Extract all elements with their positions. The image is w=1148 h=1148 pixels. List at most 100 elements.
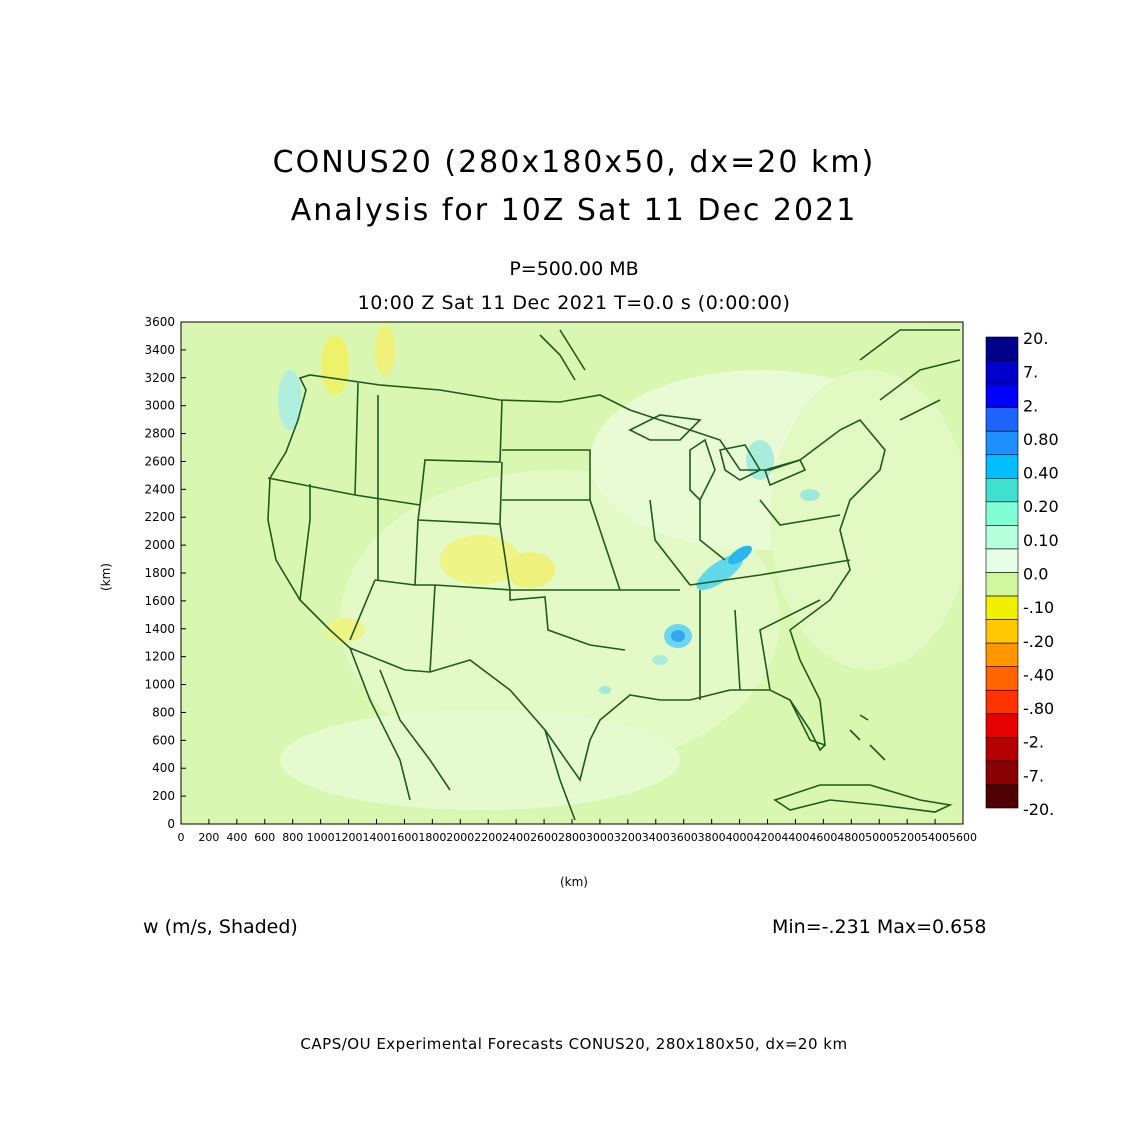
x-tick-label: 4200 <box>754 831 782 844</box>
colorbar-label: 7. <box>1023 363 1038 382</box>
colorbar-swatch <box>985 407 1019 432</box>
x-tick-label: 4800 <box>837 831 865 844</box>
x-tick-label: 3200 <box>614 831 642 844</box>
great-lakes <box>628 414 807 502</box>
colorbar-swatch <box>985 336 1019 361</box>
y-tick-label: 2800 <box>144 427 175 441</box>
shaded-field <box>278 325 963 810</box>
y-tick-label: 800 <box>152 705 175 719</box>
state-lines <box>267 382 851 700</box>
x-tick-label: 5200 <box>893 831 921 844</box>
colorbar-swatch <box>985 477 1019 503</box>
footer-credit: CAPS/OU Experimental Forecasts CONUS20, … <box>300 1035 848 1053</box>
x-tick-label: 3800 <box>698 831 726 844</box>
y-tick-label: 1600 <box>144 594 175 608</box>
x-tick-label: 600 <box>254 831 275 844</box>
y-tick-label: 200 <box>152 789 175 803</box>
x-tick-label: 4400 <box>781 831 809 844</box>
y-axis-ticks: 0 200 400 600 800 1000 1200 1400 1600 1800 2000 220… <box>144 315 186 831</box>
colorbar-swatch <box>985 713 1019 738</box>
field-light-patch <box>770 370 963 670</box>
x-tick-label: 400 <box>226 831 247 844</box>
colorbar-swatch <box>985 572 1019 597</box>
plot-subtitle: Analysis for 10Z Sat 11 Dec 2021 <box>290 193 858 228</box>
y-axis-label: (km) <box>99 562 114 592</box>
variable-label: w (m/s, Shaded) <box>143 916 298 938</box>
x-tick-label: 1000 <box>307 831 335 844</box>
field-positive-patch <box>652 655 668 665</box>
y-tick-label: 600 <box>152 733 175 747</box>
y-tick-label: 1800 <box>144 566 175 580</box>
x-tick-label: 2000 <box>446 831 474 844</box>
colorbar-label: -.40 <box>1023 665 1054 684</box>
x-tick-label: 4600 <box>809 831 837 844</box>
colorbar-label: -20. <box>1023 800 1054 819</box>
x-tick-label: 1800 <box>418 831 446 844</box>
x-axis-ticks: 0 200 400 600 800 1000 1200 1400 1600 1800 2000 220… <box>178 819 977 844</box>
y-tick-label: 1200 <box>144 650 175 664</box>
field-positive-patch <box>671 630 685 642</box>
colorbar-label: 20. <box>1023 329 1048 348</box>
colorbar-label: 0.80 <box>1023 430 1059 449</box>
y-tick-label: 3600 <box>144 315 175 329</box>
x-tick-label: 4000 <box>726 831 754 844</box>
x-tick-label: 5400 <box>921 831 949 844</box>
x-tick-label: 5600 <box>949 831 977 844</box>
field-positive-patch <box>746 440 774 480</box>
field-positive-patch <box>278 370 302 430</box>
y-tick-label: 2000 <box>144 538 175 552</box>
x-tick-label: 0 <box>178 831 185 844</box>
x-tick-label: 2800 <box>558 831 586 844</box>
pressure-level: P=500.00 MB <box>509 258 639 280</box>
colorbar-swatch <box>985 454 1019 479</box>
y-tick-label: 3000 <box>144 399 175 413</box>
x-tick-label: 1600 <box>390 831 418 844</box>
colorbar: 20. 7. 2. 0.80 0.40 0.20 0.10 0.0 -.10 -.20 -.40 -.… <box>985 329 1059 819</box>
y-tick-label: 3200 <box>144 371 175 385</box>
colorbar-swatch <box>985 548 1019 573</box>
field-light-patch <box>280 710 680 810</box>
colorbar-label: -.20 <box>1023 632 1054 651</box>
x-tick-label: 2200 <box>474 831 502 844</box>
colorbar-swatch <box>985 430 1019 456</box>
colorbar-label: 0.10 <box>1023 531 1059 550</box>
colorbar-swatch <box>985 760 1019 785</box>
colorbar-swatch <box>985 525 1019 550</box>
x-axis-label: (km) <box>559 875 588 889</box>
colorbar-swatch <box>985 360 1019 385</box>
mexico-coast <box>349 647 576 821</box>
y-tick-label: 1000 <box>144 678 175 692</box>
x-tick-label: 800 <box>282 831 303 844</box>
y-tick-label: 2400 <box>144 482 175 496</box>
field-positive-patch <box>800 489 820 501</box>
colorbar-label: -7. <box>1023 766 1044 785</box>
cuba <box>773 784 953 813</box>
colorbar-swatch <box>985 642 1019 668</box>
colorbar-swatch <box>985 784 1019 809</box>
colorbar-swatch <box>985 595 1019 620</box>
y-tick-label: 3400 <box>144 343 175 357</box>
x-tick-label: 3600 <box>670 831 698 844</box>
y-tick-label: 400 <box>152 761 175 775</box>
y-tick-label: 2200 <box>144 510 175 524</box>
field-positive-patch <box>599 686 611 694</box>
min-max-label: Min=-.231 Max=0.658 <box>772 916 987 938</box>
field-negative-patch <box>325 618 365 642</box>
colorbar-swatch <box>985 383 1019 408</box>
colorbar-swatch <box>985 501 1019 526</box>
x-tick-label: 1400 <box>363 831 391 844</box>
y-tick-label: 1400 <box>144 622 175 636</box>
field-negative-patch <box>321 335 349 395</box>
y-tick-label: 0 <box>167 817 175 831</box>
colorbar-swatch <box>985 666 1019 691</box>
x-tick-label: 3000 <box>586 831 614 844</box>
field-negative-patch <box>505 552 555 588</box>
field-negative-patch <box>440 535 520 585</box>
colorbar-swatch <box>985 689 1019 715</box>
colorbar-label: -.80 <box>1023 699 1054 718</box>
colorbar-label: 0.0 <box>1023 565 1048 584</box>
x-tick-label: 3400 <box>642 831 670 844</box>
florida <box>789 699 826 752</box>
colorbar-label: -2. <box>1023 733 1044 752</box>
field-positive-patch <box>728 545 752 565</box>
